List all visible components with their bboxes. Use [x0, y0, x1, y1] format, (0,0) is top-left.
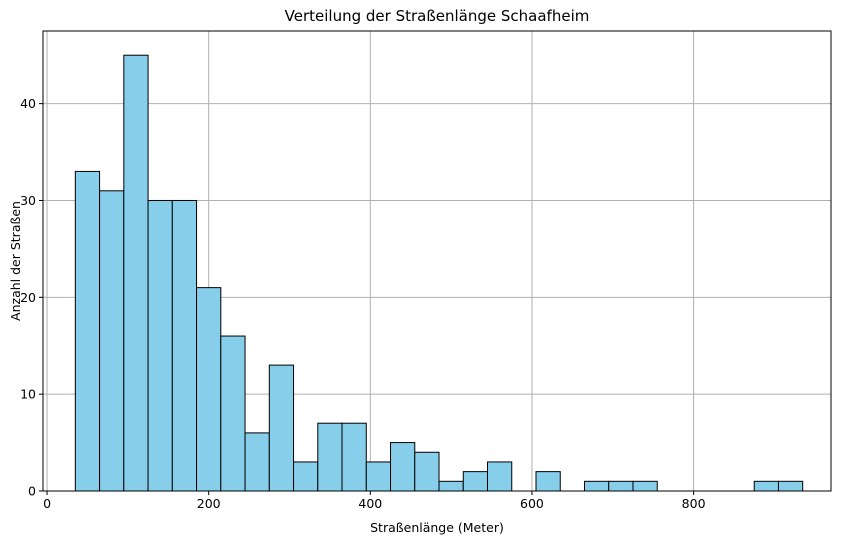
histogram-bar [487, 461, 513, 492]
chart-title: Verteilung der Straßenlänge Schaafheim [285, 7, 590, 25]
histogram-bar [341, 422, 367, 492]
histogram-bar [777, 480, 804, 492]
plot-frame [42, 30, 832, 492]
histogram-bar [414, 451, 440, 492]
histogram-bar [535, 471, 561, 492]
histogram-bar [74, 170, 101, 492]
y-axis-label: Anzahl der Straßen [8, 201, 23, 321]
histogram-bar [317, 422, 343, 492]
x-tick-label: 200 [197, 496, 221, 511]
histogram-bar [632, 480, 658, 492]
histogram-bar [438, 480, 464, 492]
histogram-bar [244, 432, 270, 492]
histogram-bar [268, 364, 295, 492]
x-tick-label: 600 [520, 496, 544, 511]
y-tick-label: 10 [20, 387, 36, 402]
x-tick-label: 800 [682, 496, 706, 511]
x-tick-label: 0 [43, 496, 51, 511]
x-axis-ticks: 0 200 400 600 800 [43, 491, 706, 511]
histogram-bar [220, 335, 246, 492]
histogram-bar [293, 461, 319, 492]
histogram-bar [583, 480, 610, 492]
y-tick-label: 0 [28, 484, 36, 499]
x-tick-label: 400 [358, 496, 382, 511]
histogram-bar [365, 461, 392, 492]
y-tick-label: 40 [20, 96, 36, 111]
histogram-bar [390, 442, 416, 492]
histogram-bar [147, 199, 173, 492]
y-tick-label: 20 [20, 290, 36, 305]
histogram-bar [462, 471, 489, 492]
y-axis-ticks: 0 10 20 30 40 [20, 96, 43, 499]
histogram-bar [123, 54, 149, 492]
y-tick-label: 30 [20, 193, 36, 208]
x-axis-label: Straßenlänge (Meter) [370, 520, 504, 535]
histogram-bar [196, 287, 222, 492]
histogram-bar [171, 199, 198, 492]
histogram-bar [753, 480, 779, 492]
histogram-bar [99, 190, 125, 492]
histogram-bar [608, 480, 634, 492]
